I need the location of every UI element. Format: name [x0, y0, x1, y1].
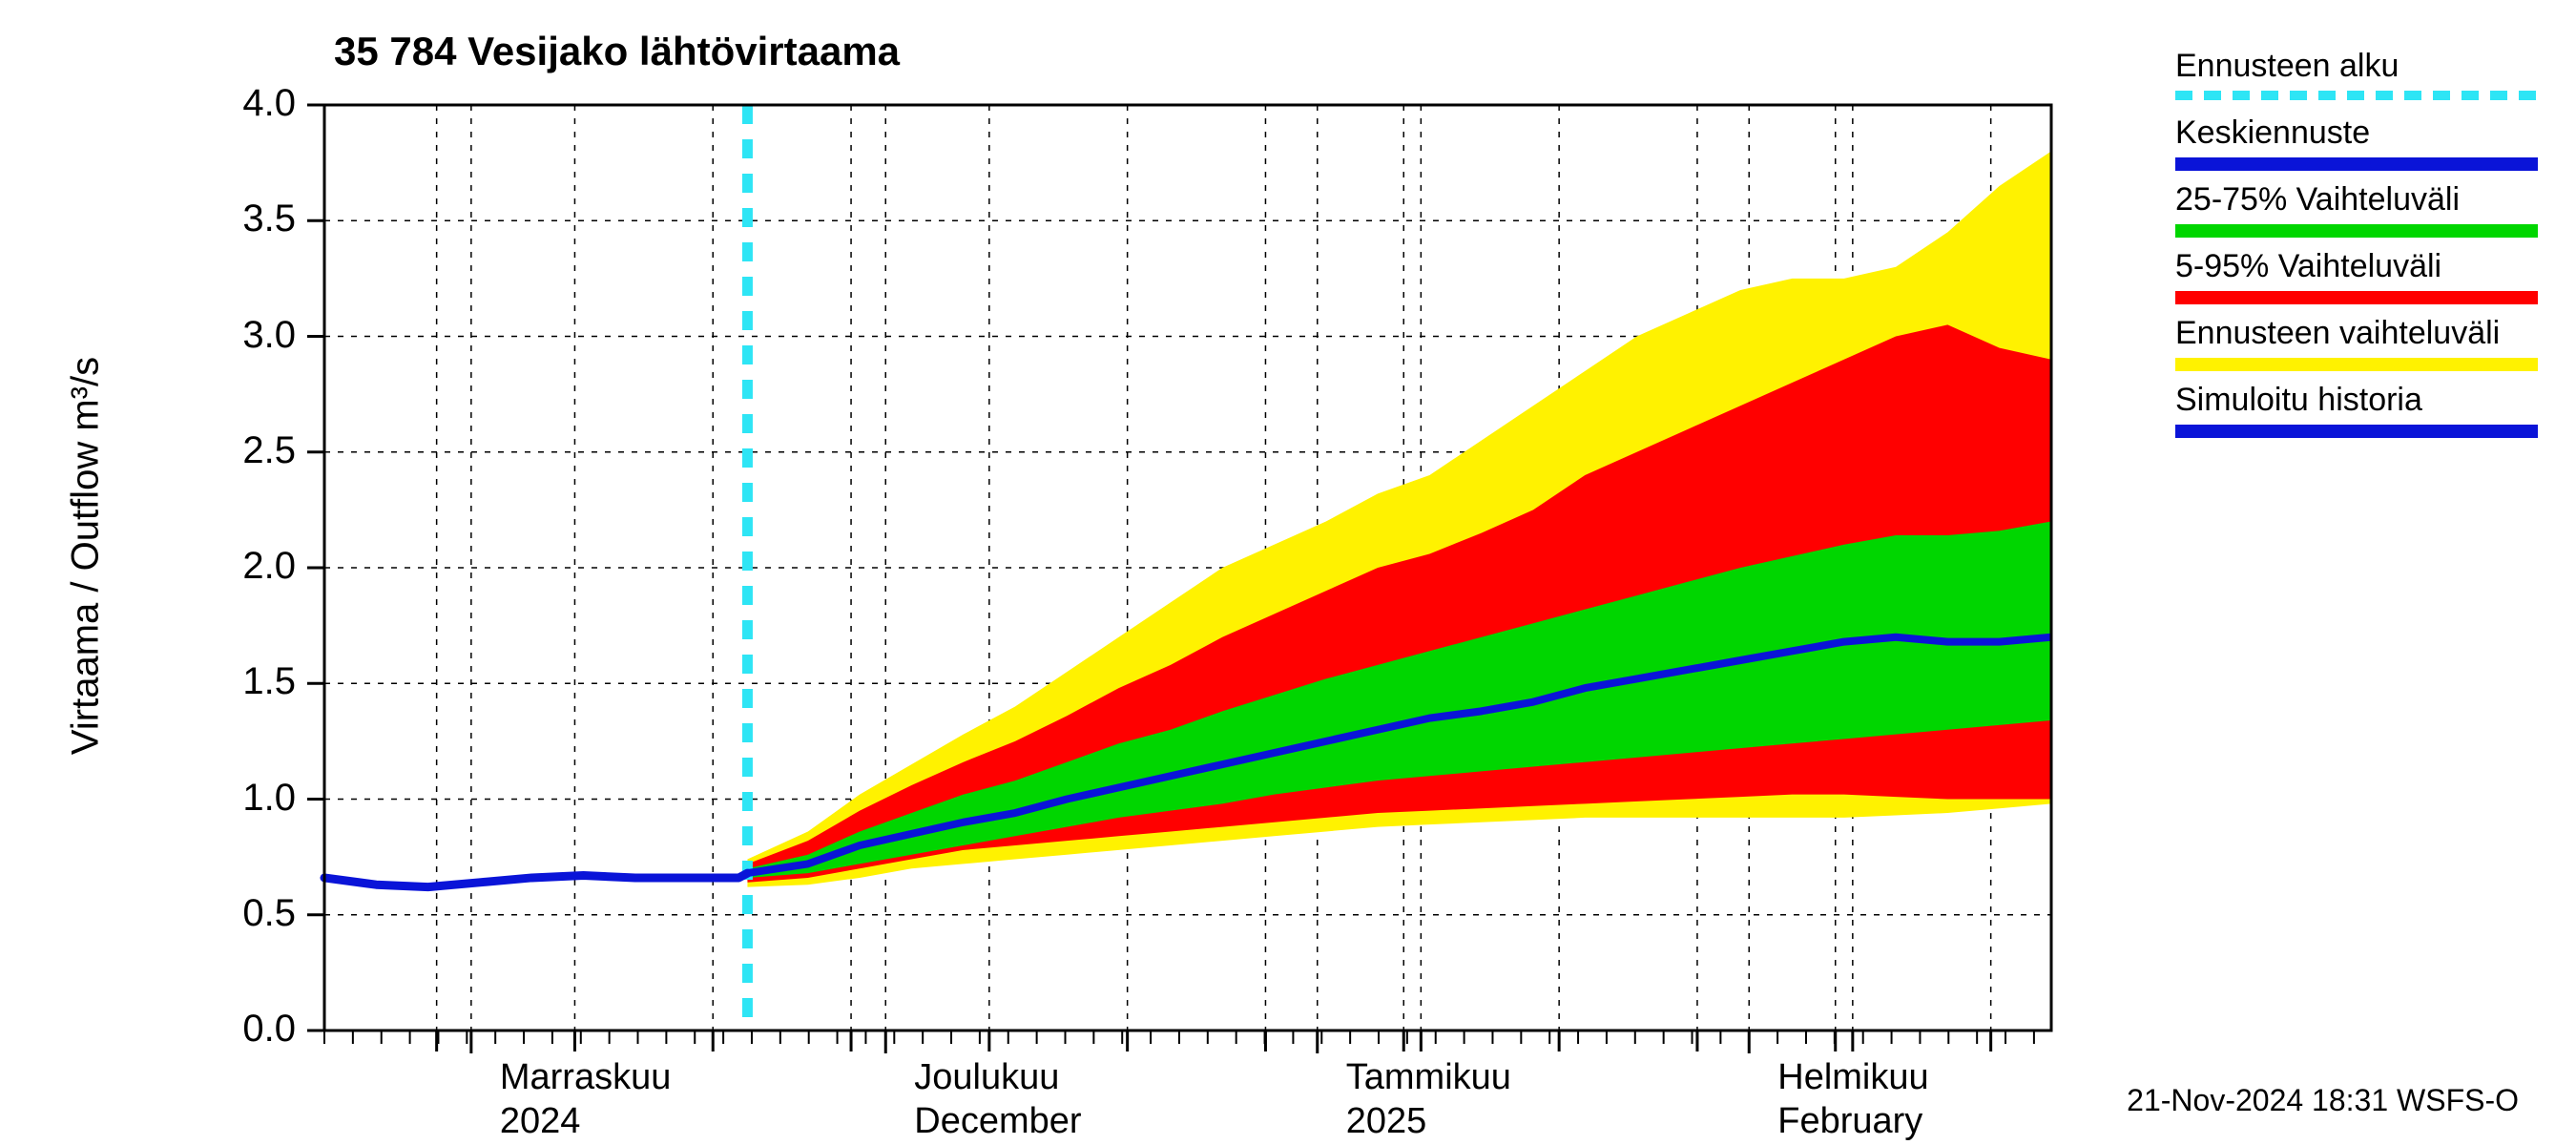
legend-swatch — [2175, 157, 2538, 171]
legend-label: 25-75% Vaihteluväli — [2175, 181, 2538, 219]
legend-swatch — [2175, 425, 2538, 438]
legend-swatch — [2175, 291, 2538, 304]
x-month-sublabel: February — [1777, 1101, 1922, 1142]
legend-label: Ennusteen alku — [2175, 48, 2538, 85]
y-tick-label: 1.5 — [200, 660, 296, 703]
legend-swatch — [2175, 358, 2538, 371]
chart-container: 35 784 Vesijako lähtövirtaama Virtaama /… — [0, 0, 2576, 1145]
x-month-label: Joulukuu — [914, 1057, 1059, 1098]
legend-label: Keskiennuste — [2175, 114, 2538, 152]
y-tick-label: 4.0 — [200, 82, 296, 125]
legend-item: Ennusteen alku — [2175, 48, 2538, 114]
legend-label: Simuloitu historia — [2175, 382, 2538, 419]
footer-timestamp: 21-Nov-2024 18:31 WSFS-O — [2127, 1083, 2519, 1118]
legend-swatch — [2175, 91, 2538, 100]
y-tick-label: 2.0 — [200, 545, 296, 588]
legend-item: 5-95% Vaihteluväli — [2175, 248, 2538, 315]
x-month-label: Helmikuu — [1777, 1057, 1928, 1098]
legend-swatch — [2175, 224, 2538, 238]
x-month-label: Tammikuu — [1346, 1057, 1511, 1098]
legend-item: 25-75% Vaihteluväli — [2175, 181, 2538, 248]
y-tick-label: 3.5 — [200, 198, 296, 240]
x-month-sublabel: 2025 — [1346, 1101, 1427, 1142]
y-tick-label: 0.5 — [200, 892, 296, 935]
y-tick-label: 1.0 — [200, 777, 296, 820]
legend-label: 5-95% Vaihteluväli — [2175, 248, 2538, 285]
legend-label: Ennusteen vaihteluväli — [2175, 315, 2538, 352]
x-month-sublabel: 2024 — [500, 1101, 581, 1142]
legend-item: Keskiennuste — [2175, 114, 2538, 181]
x-month-label: Marraskuu — [500, 1057, 672, 1098]
legend-item: Ennusteen vaihteluväli — [2175, 315, 2538, 382]
legend: Ennusteen alku Keskiennuste 25-75% Vaihtel… — [2175, 48, 2538, 448]
y-tick-label: 2.5 — [200, 429, 296, 472]
legend-item: Simuloitu historia — [2175, 382, 2538, 448]
y-tick-label: 0.0 — [200, 1008, 296, 1051]
y-tick-label: 3.0 — [200, 314, 296, 357]
x-month-sublabel: December — [914, 1101, 1081, 1142]
